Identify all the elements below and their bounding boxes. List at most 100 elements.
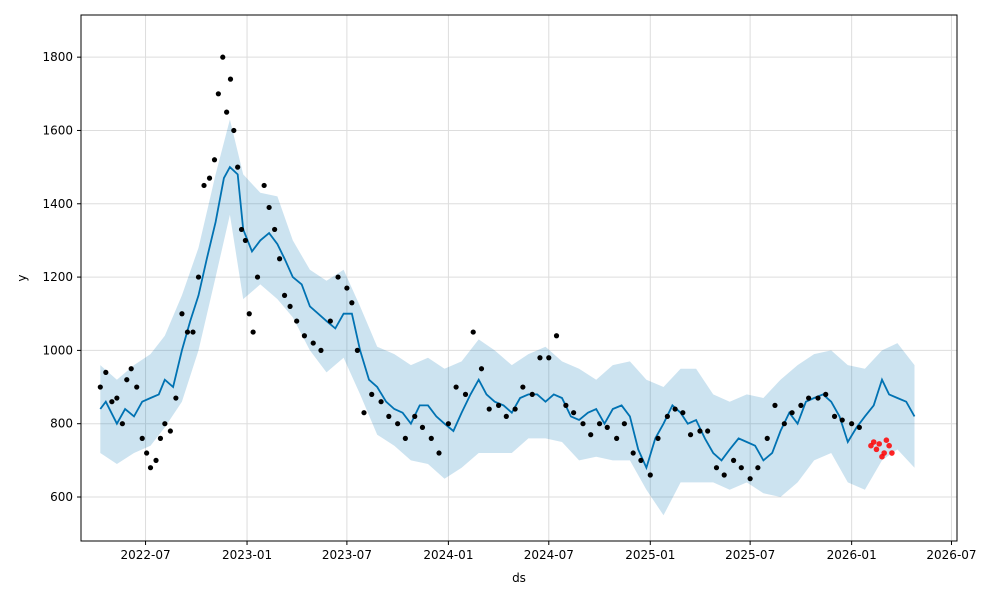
actual-point bbox=[687, 432, 694, 438]
actual-point bbox=[512, 406, 518, 412]
future-points bbox=[868, 437, 895, 460]
future-point bbox=[889, 450, 895, 456]
actual-point bbox=[134, 384, 140, 390]
actual-point bbox=[638, 457, 644, 463]
actual-point bbox=[206, 175, 213, 181]
actual-point bbox=[224, 109, 230, 115]
actual-point bbox=[580, 421, 586, 427]
actual-point bbox=[211, 157, 218, 163]
actual-point bbox=[294, 318, 300, 324]
future-point bbox=[870, 439, 877, 445]
actual-point bbox=[520, 384, 526, 390]
actual-point bbox=[310, 340, 316, 346]
actual-point bbox=[231, 127, 237, 134]
x-tick-label: 2024-07 bbox=[524, 548, 574, 562]
actual-point bbox=[254, 274, 261, 280]
future-point bbox=[876, 441, 883, 447]
x-axis: 2022-07 2023-01 2023-07 2024-01 2024-07 2025-… bbox=[120, 541, 977, 562]
actual-point bbox=[335, 274, 341, 280]
actual-point bbox=[647, 472, 653, 478]
actual-point bbox=[839, 417, 845, 423]
x-tick-label: 2025-01 bbox=[625, 548, 675, 562]
actual-point bbox=[738, 465, 744, 471]
actual-point bbox=[614, 435, 620, 441]
actual-point bbox=[124, 377, 130, 383]
actual-point bbox=[235, 164, 241, 170]
actual-point bbox=[109, 399, 115, 405]
actual-point bbox=[281, 292, 288, 299]
actual-point bbox=[238, 226, 245, 233]
actual-point bbox=[478, 366, 485, 372]
actual-point bbox=[157, 435, 164, 441]
actual-points bbox=[97, 54, 862, 482]
future-point bbox=[873, 446, 880, 453]
actual-point bbox=[167, 428, 173, 434]
actual-point bbox=[128, 366, 134, 372]
actual-point bbox=[378, 399, 384, 405]
forecast-line bbox=[99, 165, 916, 471]
actual-point bbox=[495, 402, 502, 408]
actual-point bbox=[789, 410, 795, 416]
actual-point bbox=[190, 329, 196, 335]
actual-point bbox=[354, 347, 360, 353]
actual-point bbox=[227, 76, 234, 82]
actual-point bbox=[344, 285, 350, 291]
forecast-line-group bbox=[99, 165, 916, 471]
actual-point bbox=[276, 256, 283, 262]
actual-point bbox=[349, 300, 355, 306]
actual-point bbox=[529, 391, 535, 397]
actual-point bbox=[806, 395, 812, 401]
actual-point bbox=[546, 355, 552, 361]
x-tick-label: 2024-01 bbox=[423, 548, 473, 562]
future-point bbox=[886, 442, 892, 449]
actual-point bbox=[173, 395, 179, 401]
actual-point bbox=[386, 413, 392, 419]
x-tick-label: 2023-07 bbox=[322, 548, 372, 562]
plot-frame bbox=[80, 14, 958, 542]
actual-point bbox=[630, 450, 636, 456]
actual-point bbox=[402, 435, 408, 441]
y-axis: 600 800 1000 1200 1400 1600 1800 bbox=[42, 50, 81, 504]
actual-point bbox=[153, 457, 159, 463]
y-tick-label: 1200 bbox=[42, 270, 73, 284]
actual-point bbox=[553, 333, 560, 339]
actual-point bbox=[747, 476, 753, 482]
actual-point bbox=[179, 311, 185, 317]
actual-point bbox=[537, 355, 543, 361]
actual-point bbox=[503, 413, 509, 419]
actual-point bbox=[412, 413, 418, 419]
y-tick-label: 600 bbox=[50, 490, 73, 504]
future-point bbox=[883, 437, 890, 443]
actual-point bbox=[361, 410, 367, 416]
actual-point bbox=[272, 226, 278, 233]
y-tick-label: 800 bbox=[50, 417, 73, 431]
actual-point bbox=[419, 424, 426, 430]
y-tick-label: 1600 bbox=[42, 123, 73, 137]
actual-point bbox=[301, 333, 308, 339]
actual-point bbox=[395, 421, 401, 427]
actual-point bbox=[327, 318, 333, 324]
actual-point bbox=[815, 395, 821, 401]
actual-point bbox=[697, 428, 703, 434]
actual-point bbox=[798, 402, 804, 408]
actual-point bbox=[655, 435, 661, 441]
x-axis-label: ds bbox=[512, 571, 526, 585]
actual-point bbox=[713, 465, 720, 471]
actual-point bbox=[462, 391, 469, 397]
actual-point bbox=[571, 410, 577, 416]
actual-point bbox=[215, 91, 221, 97]
actual-point bbox=[831, 413, 838, 419]
y-tick-label: 1800 bbox=[42, 50, 73, 64]
uncertainty-area bbox=[100, 119, 915, 516]
actual-point bbox=[604, 424, 610, 430]
y-tick-label: 1000 bbox=[42, 343, 73, 357]
actual-point bbox=[764, 435, 770, 441]
actual-point bbox=[144, 450, 150, 456]
actual-point bbox=[261, 182, 267, 189]
actual-point bbox=[139, 435, 145, 441]
actual-point bbox=[114, 395, 120, 401]
actual-point bbox=[436, 450, 442, 456]
actual-point bbox=[781, 421, 787, 427]
actual-point bbox=[97, 384, 103, 390]
